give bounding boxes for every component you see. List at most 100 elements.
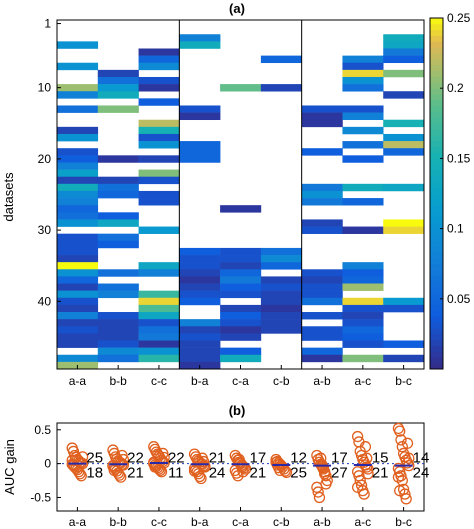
heatmap-cell (57, 240, 99, 249)
colorbar-segment (430, 228, 443, 235)
colorbar-segment (430, 269, 443, 276)
colorbar-segment (430, 211, 443, 218)
heatmap-cell (57, 326, 99, 334)
heatmap-cell (57, 219, 99, 227)
column-label: c-b (273, 374, 290, 388)
heatmap-cell (342, 297, 384, 306)
heatmap-cell (138, 297, 180, 306)
positive-count: 12 (290, 450, 307, 467)
y-tick-label: -0.5 (30, 490, 51, 504)
colorbar-segment (430, 193, 443, 200)
heatmap-cell (97, 319, 139, 327)
heatmap-cell (97, 340, 139, 348)
heatmap-cell (179, 354, 221, 363)
heatmap-cell (57, 126, 99, 135)
heatmap-cell (57, 205, 99, 213)
x-tick-label: c-b (273, 515, 290, 529)
heatmap-cell (342, 141, 384, 149)
heatmap-cell (138, 290, 180, 299)
negative-count: 11 (168, 465, 184, 482)
heatmap-cell (342, 354, 384, 363)
data-point (312, 486, 324, 498)
heatmap-cell (260, 312, 302, 320)
heatmap-cell (138, 84, 180, 92)
heatmap-cell (220, 247, 262, 256)
heatmap-cell (342, 276, 384, 284)
negative-count: 21 (372, 465, 389, 482)
column-label: b-c (395, 374, 412, 388)
data-point (195, 472, 207, 485)
heatmap-column-labels: a-a b-b c-c b-a c-a c-b a-b a-c b-c (69, 365, 412, 388)
colorbar-segment (430, 64, 443, 72)
colorbar-segment (430, 58, 443, 66)
heatmap-frame (56, 19, 425, 370)
heatmap-cell (260, 290, 302, 299)
colorbar-segment (430, 94, 443, 101)
heatmap-cell (301, 333, 343, 341)
heatmap-cell (383, 340, 425, 348)
positive-count: 21 (209, 450, 226, 467)
heatmap-cell (260, 276, 302, 284)
heatmap-cell (138, 190, 180, 199)
colorbar-segment (430, 35, 443, 42)
scatter-frame: -0.5 0 0.5 a-a b-b c-c b-a c-a c-b a-b a-c b-c (30, 422, 425, 529)
colorbar-segment (430, 363, 443, 370)
data-point (75, 470, 87, 482)
heatmap-cell (138, 262, 180, 270)
scatter-panel: (b) AUC gain -0.5 0 0.5 a-a b-b c-c b-a c-a c-b a… (2, 403, 429, 529)
heatmap-cell (301, 105, 343, 113)
scatter-y-axis-label: AUC gain (2, 439, 17, 495)
heatmap-cell (342, 283, 384, 291)
heatmap-cell (260, 326, 302, 334)
colorbar-segment (430, 333, 443, 341)
colorbar-segment (430, 222, 443, 229)
colorbar-segment (430, 310, 443, 317)
column-label: c-c (151, 374, 167, 388)
colorbar-segment (430, 70, 443, 77)
heatmap-cell (342, 340, 384, 348)
negative-count: 25 (290, 465, 307, 482)
data-point (108, 464, 120, 477)
y-tick-label: 40 (38, 294, 52, 308)
data-point (199, 460, 211, 472)
data-point (237, 466, 249, 478)
heatmap-cell (179, 319, 221, 327)
colorbar-segment (430, 339, 443, 346)
colorbar-segment (430, 246, 443, 253)
heatmap-cell (301, 112, 343, 121)
data-point (76, 451, 89, 463)
heatmap-cell (97, 240, 139, 249)
heatmap-cell (179, 262, 221, 270)
heatmap-cell (57, 212, 99, 220)
heatmap-cell (57, 133, 99, 142)
y-tick-label: 1 (44, 17, 51, 31)
colorbar-segment (430, 234, 443, 241)
heatmap-cell (383, 183, 425, 192)
heatmap-cell (57, 176, 99, 185)
heatmap-cell (138, 76, 180, 85)
colorbar-segment (430, 181, 443, 189)
colorbar-segment (430, 18, 443, 25)
heatmap-cell (342, 269, 384, 277)
heatmap-cell (179, 333, 221, 341)
panel-a-title: (a) (229, 1, 245, 16)
heatmap-cell (301, 119, 343, 128)
heatmap-cell (97, 312, 139, 320)
heatmap-cell (301, 354, 343, 363)
data-point (394, 485, 406, 497)
heatmap-cell (220, 347, 262, 356)
heatmap-ticks: 1 10 20 30 40 (38, 17, 61, 308)
data-point (359, 441, 372, 453)
heatmap-cell (97, 190, 139, 199)
heatmap-cell (138, 304, 180, 313)
data-point (320, 470, 332, 482)
colorbar-segment (430, 140, 443, 148)
heatmap-cell (301, 290, 343, 299)
heatmap-cell (260, 297, 302, 306)
data-point (354, 474, 366, 487)
heatmap-cell (342, 226, 384, 234)
colorbar-segment (430, 257, 443, 265)
heatmap-cell (138, 169, 180, 177)
heatmap-cell (138, 141, 180, 149)
heatmap-cell (57, 247, 99, 256)
